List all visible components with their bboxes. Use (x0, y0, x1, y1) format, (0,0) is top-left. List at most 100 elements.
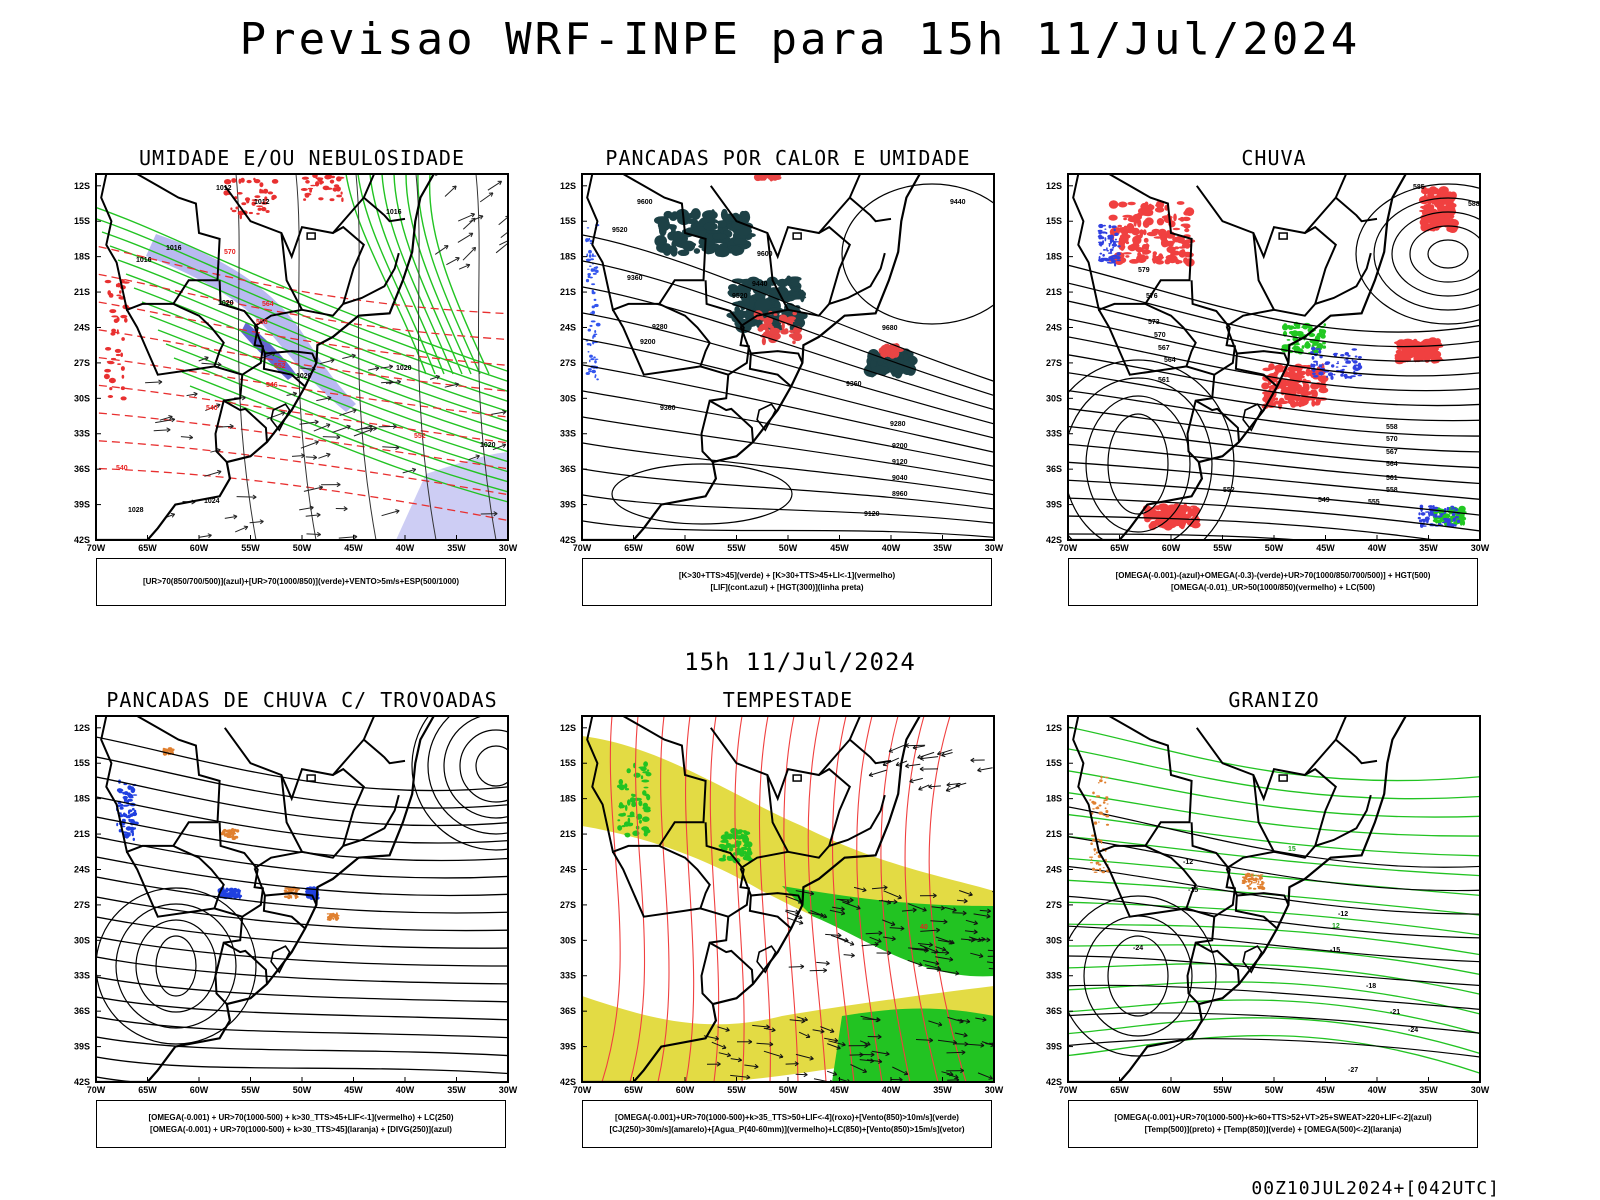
temp-500-cold (1107, 935, 1169, 1017)
panel-legend: [OMEGA(-0.001)+UR>70(1000-500)+k>35_TTS>… (582, 1100, 992, 1148)
contour-line (1068, 901, 1480, 936)
wind-vector (865, 932, 883, 935)
wind-vector (826, 1070, 837, 1076)
state-border (787, 252, 886, 317)
contour-line (685, 716, 695, 1082)
streamline (96, 796, 508, 844)
streamlines-250 (96, 736, 508, 1082)
state-border (1098, 822, 1237, 918)
contour-line (657, 716, 670, 1082)
contour-line (96, 467, 508, 522)
convective-red (753, 174, 904, 359)
contour-label: 9440 (752, 281, 768, 288)
hgt-500 (1068, 264, 1480, 540)
wind-vectors-ne (868, 743, 993, 792)
wind-vector (763, 1050, 784, 1058)
lon-tick-label: 45W (1316, 1085, 1335, 1095)
contour-label: -15 (1188, 887, 1198, 894)
wind-vector (989, 1042, 994, 1046)
lon-tick-label: 70W (87, 1085, 106, 1095)
contour-line (405, 174, 472, 375)
contour-label: 1016 (386, 209, 402, 216)
lon-tick-label: 55W (727, 543, 746, 553)
wind-vector (957, 1019, 970, 1023)
lat-tick-label: 30S (1046, 935, 1062, 945)
lat-tick-label: 42S (560, 535, 576, 545)
lat-tick-label: 30S (74, 393, 90, 403)
contour-line (807, 716, 827, 1082)
state-border (1195, 174, 1348, 260)
contour-line (582, 338, 994, 439)
wind-vector (785, 1063, 799, 1065)
streamline (96, 876, 508, 914)
wind-vector (970, 952, 984, 957)
wind-vector (353, 428, 373, 437)
contour-label: 9360 (660, 405, 676, 412)
wind-vector (204, 470, 222, 477)
lon-tick-label: 45W (830, 1085, 849, 1095)
lat-tick-label: 36S (74, 464, 90, 474)
lat-tick-label: 30S (1046, 393, 1062, 403)
lon-tick-label: 60W (676, 1085, 695, 1095)
wind-vector (820, 1026, 835, 1033)
hgt-300 (582, 234, 994, 538)
wind-vector (796, 1016, 808, 1021)
lon-tick-label: 55W (1213, 1085, 1232, 1095)
wind-vector (843, 954, 855, 957)
lon-tick-label: 50W (779, 543, 798, 553)
contour-line (582, 312, 994, 425)
wind-vector (385, 381, 401, 384)
forecast-panel: GRANIZO -12 -15 15 12 -12 -15 -18 -21 -24 -24 -27 12… (1028, 688, 1520, 1168)
wind-vector (812, 1029, 825, 1033)
contour-label: -18 (1366, 983, 1376, 990)
streamline (96, 1056, 508, 1075)
lat-tick-label: 36S (560, 1006, 576, 1016)
wind-vector (956, 899, 968, 902)
streamline-gyre (427, 716, 508, 835)
wind-vector (905, 763, 921, 767)
contour-label: 576 (1146, 293, 1158, 300)
lon-tick-label: 50W (293, 543, 312, 553)
wind-vector (883, 936, 896, 940)
state-border (1072, 716, 1193, 854)
streamline (96, 916, 508, 949)
state-border (658, 845, 711, 909)
wind-vector (199, 534, 212, 538)
federal-district (306, 232, 316, 240)
lon-tick-label: 40W (396, 543, 415, 553)
wind-vector (828, 1040, 846, 1046)
contour-line (1068, 726, 1480, 782)
contour-line (709, 716, 720, 1082)
wind-vector (939, 970, 960, 975)
contour-label: -24 (1408, 1027, 1418, 1034)
wind-vector (928, 1020, 943, 1026)
contour-label: 552 (414, 433, 426, 440)
contour-line (1068, 806, 1480, 868)
contour-label: 1024 (204, 498, 220, 505)
contour-label: 9280 (890, 421, 906, 428)
panel-title: UMIDADE E/OU NEBULOSIDADE (138, 146, 466, 170)
state-border (818, 767, 852, 847)
legend-line: [OMEGA(-0.001) + UR>70(1000-500) + k>30_… (148, 1113, 454, 1122)
contour-line (1068, 300, 1480, 362)
lon-tick-label: 40W (882, 543, 901, 553)
wind-vector (744, 1064, 759, 1068)
contour-line (393, 174, 463, 375)
lon-tick-label: 30W (1471, 543, 1490, 553)
wind-vector (977, 1072, 993, 1080)
lake (1242, 945, 1263, 974)
contour-line (181, 371, 508, 493)
wind-vector (988, 967, 994, 970)
wind-vector (920, 929, 940, 932)
wind-vector (842, 901, 861, 910)
state-border (223, 941, 268, 985)
state-border (223, 716, 376, 802)
wind-vector (249, 520, 264, 524)
state-border (223, 174, 376, 260)
contour-label: 9120 (892, 459, 908, 466)
wind-vector (305, 456, 317, 458)
lat-tick-label: 24S (1046, 322, 1062, 332)
state-border (709, 941, 754, 985)
lon-tick-label: 30W (985, 1085, 1004, 1095)
humidity-green-north (345, 174, 490, 375)
